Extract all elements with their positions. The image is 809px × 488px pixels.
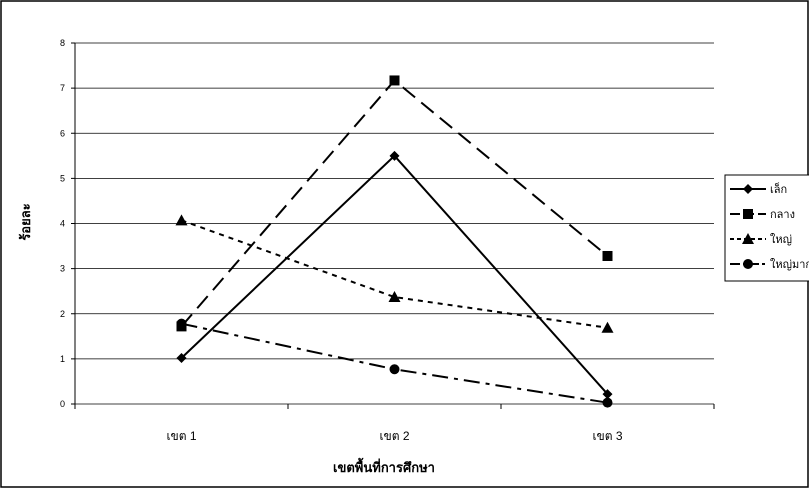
data-point — [602, 389, 613, 400]
y-tick-label: 4 — [60, 219, 65, 229]
x-axis-title: เขตพื้นที่การศึกษา — [333, 457, 435, 475]
legend-label: ใหญ่มาก — [770, 258, 809, 271]
y-axis-title: ร้อยละ — [18, 203, 33, 240]
x-tick-label: เขต 1 — [166, 429, 196, 443]
legend-label: เล็ก — [770, 182, 787, 196]
data-point — [175, 214, 188, 226]
y-tick-label: 6 — [60, 128, 65, 138]
y-tick-label: 5 — [60, 173, 65, 183]
data-point — [601, 321, 614, 333]
legend-marker — [743, 209, 753, 219]
legend-marker — [743, 259, 753, 269]
series-layer — [175, 75, 614, 408]
y-tick-label: 7 — [60, 83, 65, 93]
data-point — [389, 150, 400, 161]
data-point — [602, 397, 613, 408]
x-tick-labels: เขต 1 เขต 2 เขต 3 — [166, 429, 622, 443]
series-4 — [176, 318, 613, 408]
series-1 — [176, 150, 613, 400]
y-tick-label: 3 — [60, 264, 65, 274]
data-point — [176, 318, 187, 329]
data-point — [388, 291, 401, 303]
x-tick-label: เขต 2 — [379, 429, 409, 443]
y-tick-labels: 0 1 2 3 4 5 6 7 8 — [60, 38, 65, 409]
y-tick-label: 8 — [60, 38, 65, 48]
legend-marker — [743, 184, 753, 194]
x-tick-label: เขต 3 — [592, 429, 622, 443]
y-tick-label: 1 — [60, 354, 65, 364]
data-point — [602, 250, 613, 261]
data-point — [389, 75, 400, 86]
legend-marker — [742, 233, 754, 244]
y-tick-label: 2 — [60, 309, 65, 319]
legend-label: ใหญ่ — [770, 233, 792, 246]
series-3 — [175, 214, 614, 333]
legend-label: กลาง — [770, 209, 795, 221]
data-point — [389, 364, 400, 375]
y-tick-label: 0 — [60, 399, 65, 409]
data-point — [176, 352, 187, 363]
